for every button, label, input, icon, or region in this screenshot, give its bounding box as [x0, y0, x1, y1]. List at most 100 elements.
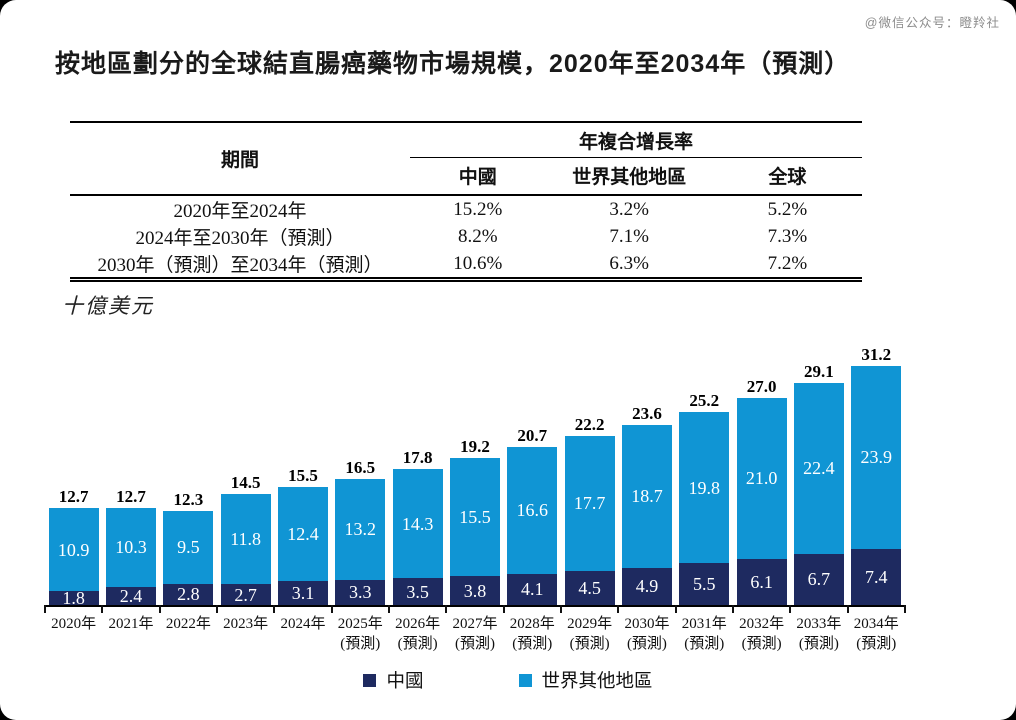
bar-segment-rest-of-world: 10.3: [105, 508, 156, 587]
axis-tick: [388, 605, 390, 613]
bars-area: 12.7 10.9 1.8 12.7 10.3 2.4 12.3 9.5 2.8 14.5 11.8…: [45, 338, 905, 607]
bar-segment-china: 4.5: [564, 570, 615, 605]
stacked-bar-chart: 12.7 10.9 1.8 12.7 10.3 2.4 12.3 9.5 2.8 14.5 11.8…: [44, 338, 906, 613]
bar-segment-china: 4.9: [621, 567, 672, 605]
cagr-section: 年複合增長率 中國 世界其他地區 全球: [410, 123, 862, 194]
x-axis-label: 2029年 (預測): [567, 616, 613, 652]
col-header-period: 期間: [220, 150, 259, 171]
bar-group: 25.2 19.8 5.5: [676, 338, 733, 605]
table-body: 2020年至2024年 15.2% 3.2% 5.2% 2024年至2030年（預測） 8…: [70, 196, 862, 277]
cagr-value: 3.2%: [609, 198, 649, 220]
x-axis-label: 2022年: [165, 616, 211, 632]
x-axis-ticks: [44, 605, 906, 613]
bar-group: 16.5 13.2 3.3: [332, 338, 389, 605]
bar-group: 29.1 22.4 6.7: [790, 338, 847, 605]
axis-tick: [904, 605, 906, 613]
cagr-value: 10.6%: [453, 252, 503, 274]
bar-segment-rest-of-world: 18.7: [621, 425, 672, 568]
bar-group: 20.7 16.6 4.1: [504, 338, 561, 605]
bar-total-label: 12.7: [58, 487, 89, 507]
bar-group: 27.0 21.0 6.1: [733, 338, 790, 605]
axis-tick: [789, 605, 792, 613]
bar-segment-rest-of-world: 10.9: [48, 508, 99, 592]
bar-total-label: 14.5: [230, 473, 261, 493]
x-axis-label: 2031年 (預測): [681, 616, 727, 652]
period-cell: 2024年至2030年（預測）: [135, 228, 345, 249]
bar-total-label: 25.2: [689, 391, 720, 410]
bar-segment-rest-of-world: 17.7: [564, 435, 615, 571]
unit-label: 十億美元: [62, 294, 154, 318]
bar-total-label: 27.0: [746, 377, 777, 397]
bar-group: 14.5 11.8 2.7: [217, 338, 274, 605]
x-axis-label: 2030年 (預測): [624, 616, 670, 652]
axis-tick: [101, 605, 104, 613]
x-axis-label: 2024年: [280, 616, 326, 632]
bar-segment-china: 6.1: [736, 558, 787, 605]
bar-total-label: 23.6: [632, 404, 662, 424]
bar-segment-china: 4.1: [507, 573, 558, 605]
chart-legend: 中國 世界其他地區: [0, 667, 1016, 693]
legend-item-rest-of-world: 世界其他地區: [518, 667, 653, 693]
watermark: @微信公众号：瞪羚社: [864, 16, 1000, 30]
bar-group: 22.2 17.7 4.5: [561, 338, 618, 605]
bar-total-label: 31.2: [861, 345, 892, 365]
cagr-value: 7.2%: [767, 252, 808, 274]
bar-group: 17.8 14.3 3.5: [389, 338, 446, 605]
legend-label-china: 中國: [386, 672, 424, 692]
axis-tick: [158, 605, 161, 613]
table-subheaders: 中國 世界其他地區 全球: [410, 158, 862, 194]
cagr-value: 6.3%: [609, 252, 649, 274]
period-cell: 2020年至2024年: [173, 201, 307, 222]
bar-segment-china: 3.5: [392, 578, 443, 605]
axis-tick: [617, 605, 620, 613]
cagr-value: 5.2%: [767, 198, 808, 220]
page-title: 按地區劃分的全球結直腸癌藥物市場規模，2020年至2034年（預測）: [55, 50, 851, 78]
x-axis-label: 2028年 (預測): [509, 616, 555, 652]
bar-segment-rest-of-world: 14.3: [392, 469, 443, 579]
bar-segment-rest-of-world: 21.0: [736, 398, 787, 559]
bar-group: 23.6 18.7 4.9: [618, 338, 675, 605]
axis-tick: [732, 605, 734, 613]
bar-segment-rest-of-world: 11.8: [220, 494, 271, 585]
cagr-value: 7.3%: [767, 225, 808, 247]
axis-tick: [273, 605, 276, 613]
bar-total-label: 29.1: [804, 362, 834, 382]
x-axis-label: 2027年 (預測): [452, 616, 498, 652]
bar-total-label: 12.7: [116, 487, 146, 507]
bar-total-label: 12.3: [173, 490, 204, 510]
bar-total-label: 15.5: [288, 465, 318, 485]
table-row: 2030年（預測）至2034年（預測） 10.6% 6.3% 7.2%: [70, 250, 862, 277]
bar-segment-rest-of-world: 12.4: [277, 486, 328, 582]
axis-tick: [445, 605, 448, 613]
bar-total-label: 17.8: [402, 448, 433, 468]
bar-segment-rest-of-world: 15.5: [449, 457, 500, 576]
cagr-value: 7.1%: [609, 225, 649, 247]
table-header: 期間 年複合增長率 中國 世界其他地區 全球: [70, 123, 862, 196]
bar-group: 12.7 10.9 1.8: [45, 338, 102, 607]
axis-tick: [560, 605, 562, 613]
bar-group: 12.7 10.3 2.4: [102, 338, 159, 605]
col-header-cagr: 年複合增長率: [410, 123, 862, 158]
axis-tick: [330, 605, 333, 613]
bar-segment-rest-of-world: 16.6: [507, 447, 558, 574]
axis-tick: [502, 605, 505, 613]
col-header-china: 中國: [458, 167, 497, 188]
rest-of-world-swatch-icon: [518, 673, 532, 687]
bar-total-label: 20.7: [517, 426, 548, 446]
col-header-global: 全球: [768, 167, 807, 188]
bar-group: 31.2 23.9 7.4: [848, 338, 905, 605]
cagr-table: 期間 年複合增長率 中國 世界其他地區 全球 2020年至2024年 15.2% 3…: [70, 121, 862, 282]
bar-segment-rest-of-world: 9.5: [163, 511, 214, 584]
bar-group: 12.3 9.5 2.8: [160, 338, 217, 605]
cagr-value: 8.2%: [458, 225, 498, 247]
x-axis-labels: 2020年 2021年 2022年 2023年 2024年 2025年 (預測) 2026年(…: [45, 615, 905, 654]
x-axis-label: 2034年 (預測): [853, 616, 899, 652]
bar-segment-china: 2.8: [163, 583, 214, 605]
x-axis-label: 2033年 (預測): [796, 616, 842, 652]
legend-label-rest-of-world: 世界其他地區: [541, 672, 653, 692]
bar-segment-china: 2.4: [105, 587, 156, 605]
x-axis-label: 2025年 (預測): [337, 616, 383, 652]
legend-item-china: 中國: [363, 667, 424, 693]
cagr-value: 15.2%: [453, 198, 503, 220]
